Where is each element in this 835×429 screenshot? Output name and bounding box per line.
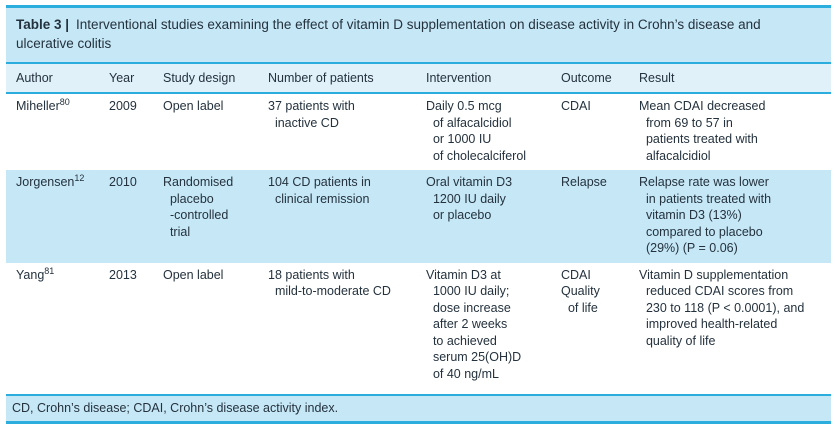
- cell-study-design: Open label: [163, 99, 224, 113]
- table-top-rule: [6, 5, 831, 8]
- cell-intervention: Oral vitamin D3 1200 IU daily or placebo: [426, 170, 561, 263]
- table-row-jorgensen: Jorgensen12 2010 Randomised placebo -con…: [6, 170, 831, 263]
- cell-year: 2009: [109, 99, 137, 113]
- citation-ref: 12: [74, 172, 85, 183]
- table-row-yang: Yang81 2013 Open label 18 patients with …: [6, 263, 831, 395]
- table-row-miheller: Miheller80 2009 Open label 37 patients w…: [6, 93, 831, 170]
- cell-number-of-patients: 37 patients with inactive CD: [268, 99, 355, 130]
- cell-outcome: CDAI Quality of life: [561, 267, 600, 315]
- table-footnote: CD, Crohn’s disease; CDAI, Crohn’s disea…: [6, 394, 831, 424]
- cell-year: 2013: [109, 267, 137, 282]
- author-name: Yang: [16, 267, 45, 282]
- citation-ref: 81: [44, 265, 55, 276]
- cell-author: Miheller80: [6, 93, 109, 170]
- cell-study-design: Randomised placebo -controlled trial: [163, 170, 268, 263]
- cell-year: 2010: [109, 170, 163, 263]
- cell-number-of-patients: 18 patients with mild-to-moderate CD: [268, 267, 391, 299]
- column-header-year: Year: [109, 64, 163, 94]
- table-title: Table 3 | Interventional studies examinin…: [6, 8, 831, 64]
- table-number-label: Table 3 |: [16, 17, 70, 32]
- cell-intervention: Vitamin D3 at 1000 IU daily; dose increa…: [426, 267, 522, 381]
- author-name: Jorgensen: [16, 175, 75, 189]
- author-name: Miheller: [16, 99, 60, 113]
- column-header-number-of-patients: Number of patients: [268, 64, 426, 94]
- cell-number-of-patients: 104 CD patients in clinical remission: [268, 170, 426, 263]
- column-header-result: Result: [639, 64, 831, 94]
- cell-result: Relapse rate was lower in patients treat…: [639, 170, 831, 263]
- study-table: Author Year Study design Number of patie…: [6, 64, 831, 394]
- cell-result: Mean CDAI decreased from 69 to 57 in pat…: [639, 99, 766, 163]
- column-header-author: Author: [6, 64, 109, 94]
- table-3: Table 3 | Interventional studies examinin…: [6, 5, 831, 424]
- citation-ref: 80: [59, 96, 70, 107]
- header-row: Author Year Study design Number of patie…: [6, 64, 831, 94]
- table-title-text: Interventional studies examining the eff…: [16, 17, 761, 51]
- column-header-study-design: Study design: [163, 64, 268, 94]
- column-header-outcome: Outcome: [561, 64, 639, 94]
- cell-outcome: Relapse: [561, 170, 639, 263]
- cell-result: Vitamin D supplementation reduced CDAI s…: [639, 267, 805, 348]
- cell-outcome: CDAI: [561, 99, 591, 113]
- cell-intervention: Daily 0.5 mcg of alfacalcidiol or 1000 I…: [426, 99, 527, 163]
- column-header-intervention: Intervention: [426, 64, 561, 94]
- cell-author: Yang81: [6, 263, 109, 395]
- cell-author: Jorgensen12: [6, 170, 109, 263]
- cell-study-design: Open label: [163, 267, 224, 282]
